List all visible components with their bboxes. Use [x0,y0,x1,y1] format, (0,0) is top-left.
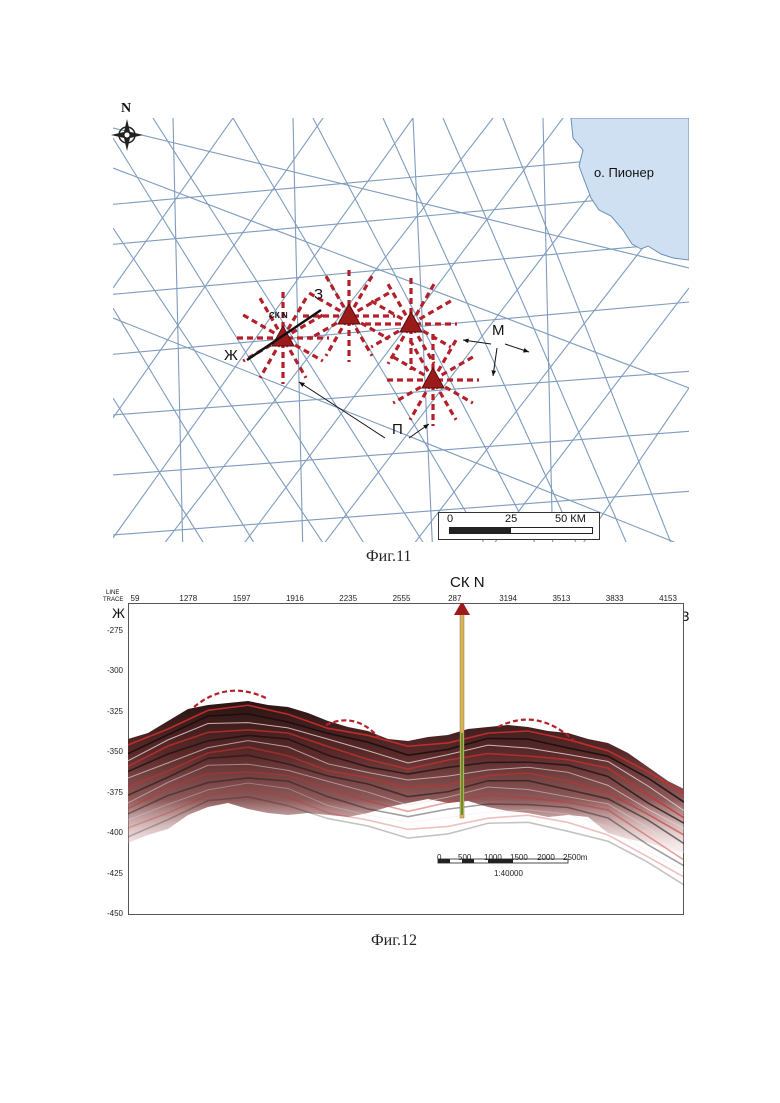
island-shape [571,118,689,260]
scale-t2000: 2000 [537,853,555,862]
scale-t0: 0 [437,853,441,862]
trace-tick-label: 1597 [232,594,252,603]
seismic-lines-map [113,118,689,542]
trace-tick-label: 1916 [285,594,305,603]
survey-line [113,298,689,358]
trace-tick-label: 59 [125,594,145,603]
north-label: N [121,101,131,117]
left-end-label: Ж [112,605,125,621]
well-marker-icon [400,312,422,332]
trace-tick-label: 2235 [338,594,358,603]
arrow-p-left [299,382,385,438]
compass-icon [110,118,144,152]
trace-tick-label: 3513 [551,594,571,603]
trace-tick-label: 3194 [498,594,518,603]
trace-tick-label: 2555 [392,594,412,603]
survey-star [237,292,329,384]
map-scale-bar: 0 25 50 КМ [438,512,600,540]
survey-line [543,118,553,542]
arrow-head-icon [423,424,429,429]
arrow-head-icon [523,348,529,352]
depth-tick-label: -425 [93,869,123,878]
figure-11-caption: Фиг.11 [366,548,411,566]
depth-tick-label: -450 [93,909,123,918]
depth-tick-label: -300 [93,666,123,675]
island-label: о. Пионер [594,165,654,180]
figure-12-caption: Фиг.12 [371,932,417,950]
label-z: З [314,286,323,303]
survey-star [303,270,395,362]
well-label-section: СК N [450,574,485,591]
survey-line [113,368,689,418]
scale-ratio: 1:40000 [494,869,523,878]
scale-50: 50 КМ [555,513,586,525]
depth-tick-label: -375 [93,788,123,797]
arrow-head-icon [463,338,469,343]
scale-25: 25 [505,513,517,525]
depth-tick-label: -350 [93,747,123,756]
trace-tick-label: 287 [445,594,465,603]
arrow-head-icon [299,382,305,387]
line-label: LINE [106,590,119,596]
trace-tick-label: 3833 [605,594,625,603]
scale-t500: 500 [458,853,471,862]
scale-0: 0 [447,513,453,525]
scale-t1500: 1500 [510,853,528,862]
label-m: М [492,322,505,339]
trace-tick-label: 4153 [658,594,678,603]
trace-label: TRACE [103,597,123,603]
seismic-section [128,603,684,915]
survey-star [387,334,479,426]
arrow-head-icon [491,370,496,376]
depth-tick-label: -275 [93,626,123,635]
depth-tick-label: -325 [93,707,123,716]
scale-t1000: 1000 [484,853,502,862]
survey-line [113,228,333,542]
depth-tick-label: -400 [93,828,123,837]
well-label: СК N [269,311,288,320]
label-p: П [392,421,403,438]
survey-line [313,138,633,542]
trace-tick-label: 1278 [178,594,198,603]
label-zh: Ж [224,347,238,364]
survey-line [113,118,323,418]
scale-t2500: 2500m [563,853,587,862]
